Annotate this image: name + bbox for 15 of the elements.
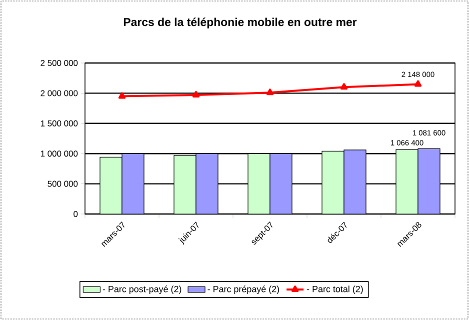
y-tick-label: 0 [74, 211, 78, 217]
legend-label: - Parc post-payé (2) [102, 286, 182, 294]
point [118, 92, 126, 99]
point [192, 91, 200, 98]
legend-label: - Parc prépayé (2) [208, 286, 280, 294]
y-tick-label: 1 000 000 [40, 150, 78, 157]
chart-title: Parcs de la téléphonie mobile en outre mer [124, 18, 357, 28]
y-tick-label: 2 500 000 [40, 60, 78, 66]
y-tick-label: 500 000 [48, 180, 78, 187]
legend-label: - Parc total (2) [306, 286, 363, 294]
y-tick-label: 1 500 000 [40, 120, 78, 126]
point [266, 88, 274, 96]
point [340, 83, 348, 90]
y-tick-label: 2 000 000 [40, 90, 78, 96]
point [414, 80, 422, 87]
